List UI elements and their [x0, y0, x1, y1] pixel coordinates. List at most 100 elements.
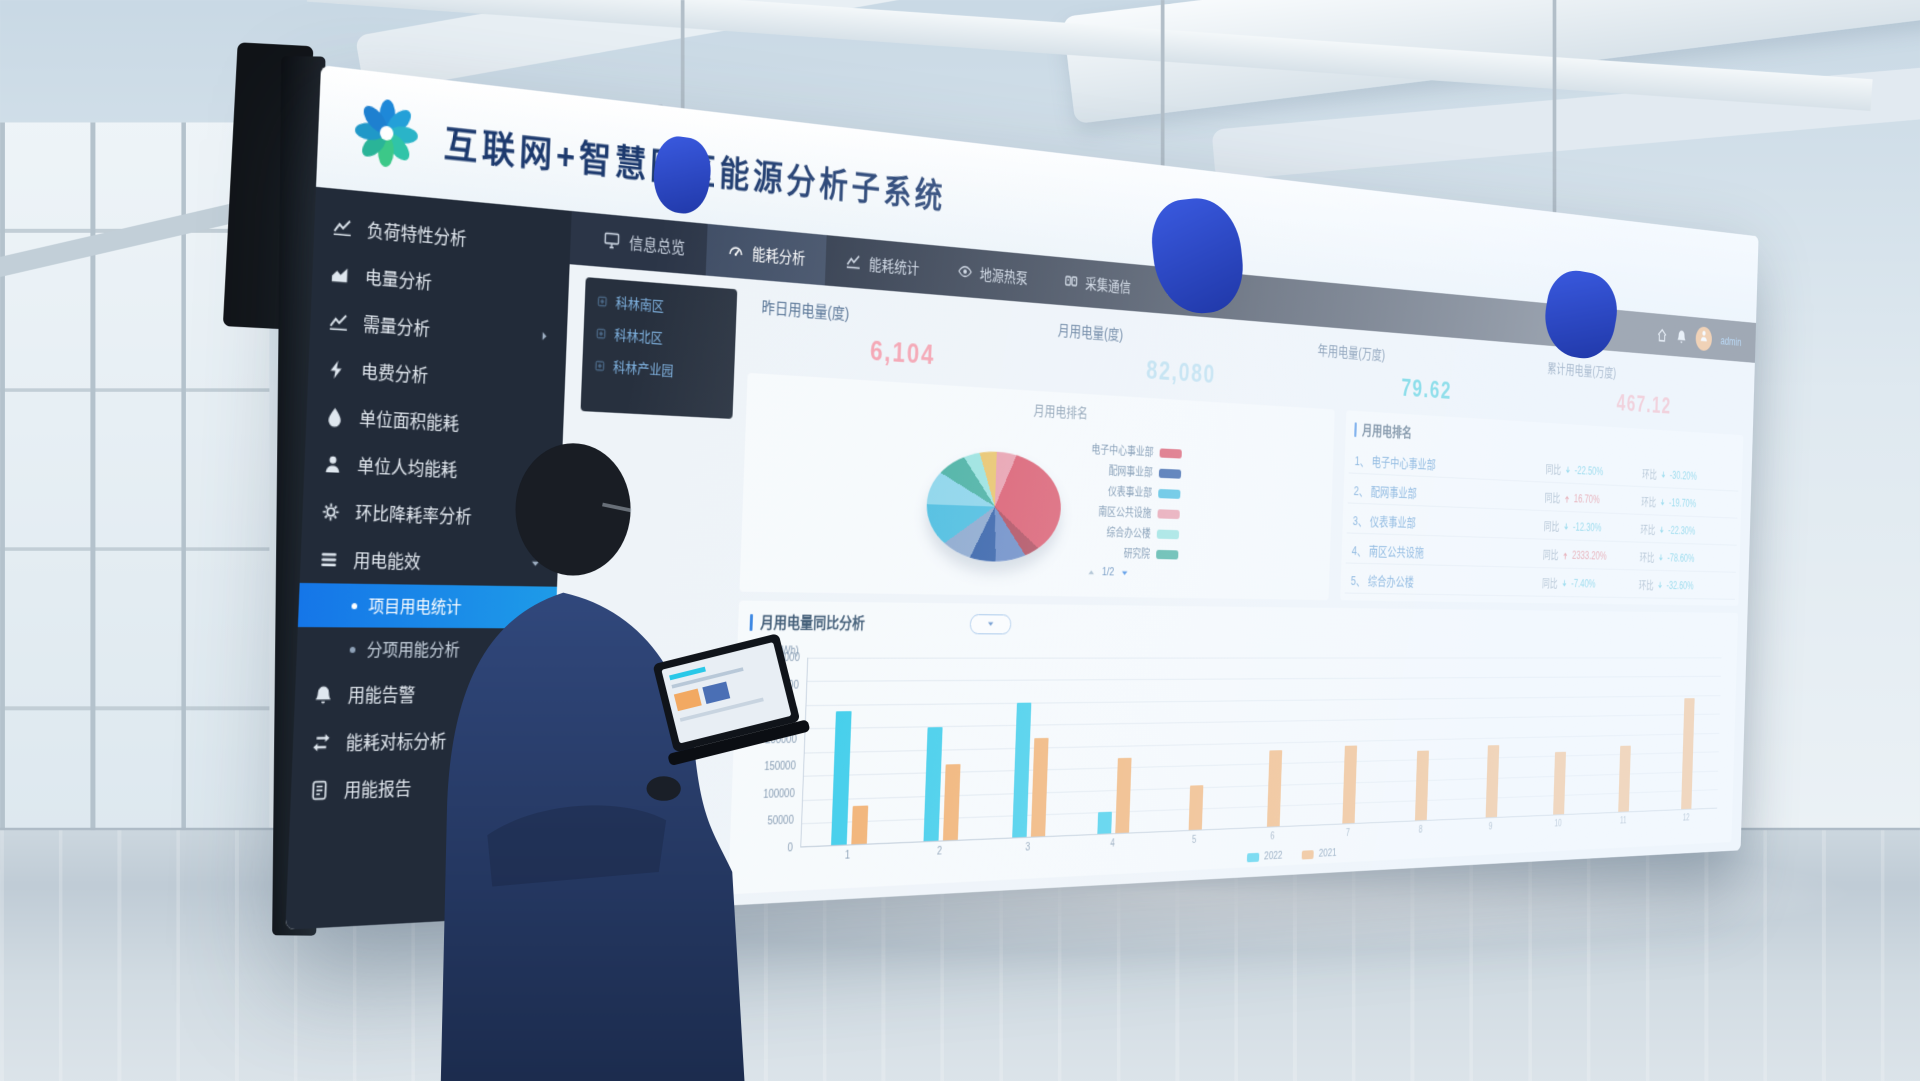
- tree-item-2[interactable]: 科林产业园: [594, 356, 723, 383]
- pie-card: 月用电排名 电子中心事业部 配网事业部 仪表事业部 南区公共设施 综合办公楼 研究院 1/…: [739, 372, 1335, 601]
- area-tree: 科林南区科林北区科林产业园: [580, 277, 738, 419]
- arrow-down-icon: [1564, 465, 1571, 475]
- hanging-rod: [1552, 0, 1557, 272]
- bar-2022-month-1[interactable]: [830, 710, 852, 846]
- metric-value: -22.30%: [1667, 523, 1696, 538]
- line-chart-icon: [328, 311, 348, 333]
- arrow-up-icon: [1562, 550, 1569, 560]
- metric-value: -22.50%: [1574, 463, 1604, 479]
- legend-label: 综合办公楼: [1106, 526, 1151, 541]
- bar-2021-month-3[interactable]: [1030, 737, 1049, 837]
- bar-2021-month-7[interactable]: [1342, 745, 1358, 824]
- legend-item-1[interactable]: 配网事业部: [1108, 462, 1182, 482]
- metric-label: 同比: [1542, 548, 1559, 562]
- bar-legend-item-2022[interactable]: 2022: [1246, 850, 1283, 864]
- legend-swatch: [1158, 488, 1181, 499]
- bar-2021-month-9[interactable]: [1485, 744, 1500, 818]
- nav-right: admin: [1656, 322, 1750, 354]
- sidebar-item-3[interactable]: 电费分析: [308, 344, 566, 405]
- metric-value: -19.70%: [1668, 496, 1697, 510]
- ranking-name: 3、 仪表事业部: [1352, 512, 1417, 530]
- bullet-dot-icon: [351, 602, 358, 609]
- metric-label: 同比: [1544, 491, 1561, 505]
- pie-legend: 电子中心事业部 配网事业部仪表事业部南区公共设施综合办公楼研究院: [1087, 441, 1183, 563]
- home-icon[interactable]: [1656, 327, 1667, 343]
- layers-icon: [319, 549, 339, 570]
- sidebar-item-1[interactable]: 电量分析: [311, 249, 569, 315]
- sidebar-item-4[interactable]: 单位面积能耗: [306, 392, 565, 451]
- legend-item-3[interactable]: 南区公共设施: [1097, 503, 1181, 522]
- page-up-icon[interactable]: [1087, 566, 1096, 578]
- tab-4[interactable]: 采集通信: [1045, 256, 1149, 312]
- legend-item-0[interactable]: 电子中心事业部: [1091, 441, 1183, 462]
- sidebar-item-label: 电费分析: [360, 362, 429, 387]
- metric-yoy: 同比 -12.30%: [1544, 518, 1641, 537]
- person-hand: [646, 776, 681, 801]
- bar-2022-month-2[interactable]: [923, 726, 943, 842]
- legend-label: 南区公共设施: [1097, 506, 1152, 521]
- metric-value: -32.60%: [1666, 579, 1694, 593]
- hanging-rod: [1160, 0, 1165, 206]
- bar-2021-month-10[interactable]: [1553, 751, 1566, 815]
- notifications-bell-icon[interactable]: [1676, 328, 1687, 344]
- ranking-rows: 1、 电子中心事业部 同比 -22.50% 环比 -30.20% 2、 配网事业部 同比 16…: [1340, 442, 1743, 606]
- ranking-card: 月用电排名 1、 电子中心事业部 同比 -22.50% 环比 -30.20% 2、 配网事…: [1340, 410, 1744, 606]
- bell-icon: [313, 685, 333, 706]
- stat-card-1: 月用电量(度) 82,080: [1046, 314, 1309, 400]
- bar-2021-month-4[interactable]: [1115, 757, 1132, 834]
- page-down-icon[interactable]: [1120, 567, 1129, 578]
- metric-yoy: 同比 2333.20%: [1543, 546, 1640, 564]
- bar-chart-card: 月用电量同比分析 电量(kWh) 05000010000015000020000…: [728, 600, 1739, 895]
- metric-label: 环比: [1641, 495, 1657, 509]
- legend-swatch: [1159, 447, 1183, 459]
- bar-group-11: [1591, 657, 1660, 812]
- metric-label: 同比: [1543, 519, 1560, 534]
- tree-item-0[interactable]: 科林南区: [597, 292, 725, 321]
- tab-label: 能耗统计: [868, 255, 920, 278]
- bar-2022-month-3[interactable]: [1012, 702, 1032, 838]
- pie-chart: [925, 448, 1064, 563]
- user-avatar[interactable]: [1695, 325, 1713, 351]
- tab-3[interactable]: 地源热泵: [938, 246, 1047, 304]
- legend-label: 2021: [1318, 847, 1337, 860]
- ranking-name: 2、 配网事业部: [1353, 482, 1418, 500]
- bar-2021-month-8[interactable]: [1415, 750, 1430, 821]
- tree-item-1[interactable]: 科林北区: [596, 324, 724, 352]
- legend-item-5[interactable]: 研究院: [1123, 545, 1179, 563]
- glasses: [602, 502, 633, 513]
- bar-2021-month-6[interactable]: [1266, 749, 1283, 827]
- plus-icon: [596, 326, 607, 343]
- bar-2021-month-11[interactable]: [1618, 745, 1631, 812]
- bar-2021-month-2[interactable]: [942, 763, 961, 841]
- sidebar: 负荷特性分析 电量分析 需量分析 电费分析 单位面积能耗 单位人均能耗 环比降耗率分析 用电能…: [285, 186, 572, 930]
- bar-2021-month-5[interactable]: [1188, 785, 1204, 831]
- sidebar-item-5[interactable]: 单位人均能耗: [304, 440, 563, 496]
- metric-label: 环比: [1638, 578, 1654, 592]
- arrow-down-icon: [1659, 497, 1666, 507]
- legend-swatch: [1301, 849, 1314, 860]
- bullet-dot-icon: [349, 646, 356, 653]
- chart-filter-dropdown[interactable]: [969, 613, 1012, 634]
- sidebar-item-9[interactable]: 能耗对标分析: [292, 716, 552, 767]
- metric-label: 同比: [1545, 462, 1562, 477]
- legend-label: 仪表事业部: [1107, 485, 1153, 500]
- legend-item-2[interactable]: 仪表事业部: [1108, 483, 1181, 502]
- sidebar-item-7[interactable]: 用电能效: [300, 535, 559, 587]
- bar-2021-month-12[interactable]: [1681, 698, 1695, 810]
- legend-item-4[interactable]: 综合办公楼: [1106, 524, 1180, 542]
- sidebar-item-label: 用能告警: [347, 685, 416, 707]
- bar-2022-month-4[interactable]: [1097, 812, 1113, 834]
- sidebar-item-label: 负荷特性分析: [366, 220, 467, 250]
- plus-icon: [597, 294, 608, 311]
- stats-icon: [846, 252, 861, 274]
- sidebar-item-8[interactable]: 用能告警: [294, 671, 554, 720]
- person-head: [515, 443, 631, 576]
- plus-icon: [594, 358, 605, 375]
- bar-legend-item-2021[interactable]: 2021: [1301, 847, 1337, 860]
- metric-mom: 环比 -30.20%: [1642, 466, 1734, 486]
- report-icon: [309, 780, 329, 801]
- stat-value: 82,080: [1145, 356, 1217, 390]
- person-icon: [1699, 329, 1708, 347]
- arrow-down-icon: [1562, 521, 1569, 531]
- bar-2021-month-1[interactable]: [850, 805, 868, 845]
